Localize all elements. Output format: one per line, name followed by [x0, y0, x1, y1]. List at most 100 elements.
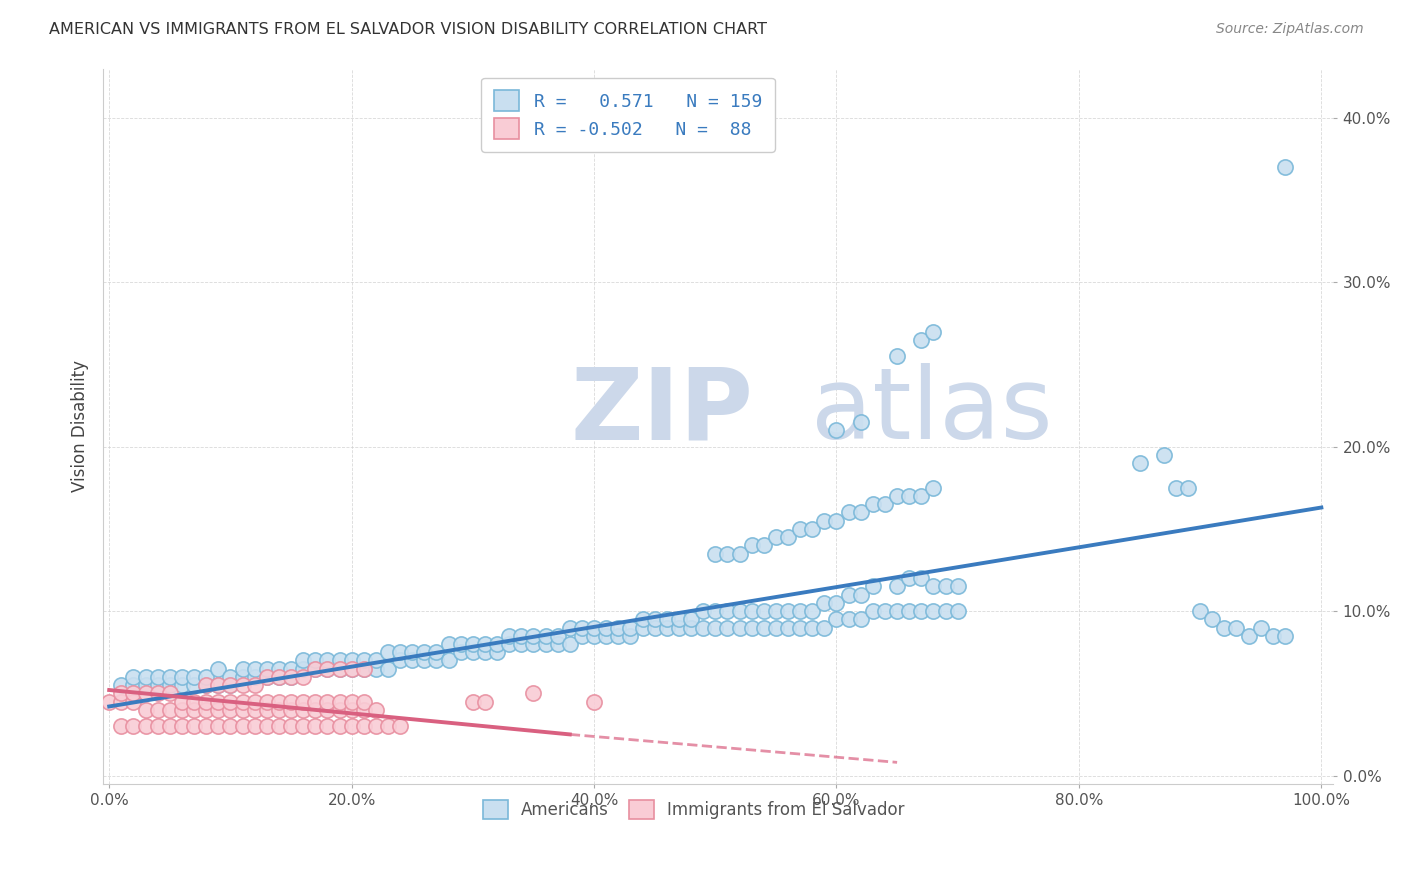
Point: [364, 719, 387, 733]
Point: [752, 604, 775, 618]
Point: [849, 505, 872, 519]
Point: [256, 719, 278, 733]
Point: [425, 645, 447, 659]
Point: [243, 662, 266, 676]
Point: [292, 653, 315, 667]
Point: [486, 637, 509, 651]
Point: [219, 703, 242, 717]
Point: [825, 612, 848, 626]
Point: [353, 653, 375, 667]
Point: [413, 653, 436, 667]
Point: [752, 538, 775, 552]
Point: [946, 579, 969, 593]
Point: [353, 662, 375, 676]
Point: [231, 662, 253, 676]
Point: [256, 662, 278, 676]
Point: [316, 694, 339, 708]
Point: [1201, 612, 1223, 626]
Point: [135, 670, 157, 684]
Point: [813, 514, 835, 528]
Point: [195, 678, 218, 692]
Point: [195, 670, 218, 684]
Y-axis label: Vision Disability: Vision Disability: [72, 360, 89, 492]
Point: [304, 662, 326, 676]
Point: [1274, 629, 1296, 643]
Point: [1250, 621, 1272, 635]
Point: [159, 686, 181, 700]
Point: [195, 719, 218, 733]
Point: [159, 678, 181, 692]
Point: [692, 604, 714, 618]
Point: [474, 645, 496, 659]
Point: [789, 522, 811, 536]
Point: [183, 719, 205, 733]
Point: [280, 670, 302, 684]
Point: [716, 547, 738, 561]
Text: AMERICAN VS IMMIGRANTS FROM EL SALVADOR VISION DISABILITY CORRELATION CHART: AMERICAN VS IMMIGRANTS FROM EL SALVADOR …: [49, 22, 768, 37]
Point: [280, 670, 302, 684]
Point: [340, 703, 363, 717]
Point: [243, 703, 266, 717]
Point: [558, 637, 581, 651]
Point: [1261, 629, 1284, 643]
Point: [219, 694, 242, 708]
Point: [280, 703, 302, 717]
Point: [364, 703, 387, 717]
Point: [1153, 448, 1175, 462]
Point: [728, 621, 751, 635]
Point: [898, 604, 921, 618]
Point: [146, 670, 169, 684]
Point: [340, 719, 363, 733]
Point: [135, 686, 157, 700]
Point: [267, 662, 290, 676]
Point: [813, 596, 835, 610]
Point: [389, 645, 412, 659]
Point: [316, 662, 339, 676]
Point: [704, 604, 727, 618]
Text: ZIP: ZIP: [571, 363, 754, 460]
Point: [486, 645, 509, 659]
Point: [510, 637, 533, 651]
Point: [910, 604, 932, 618]
Point: [849, 415, 872, 429]
Point: [728, 547, 751, 561]
Point: [935, 579, 957, 593]
Point: [1164, 481, 1187, 495]
Point: [547, 637, 569, 651]
Point: [437, 637, 460, 651]
Point: [340, 694, 363, 708]
Point: [849, 588, 872, 602]
Point: [1237, 629, 1260, 643]
Point: [534, 637, 557, 651]
Point: [595, 629, 617, 643]
Point: [183, 678, 205, 692]
Point: [873, 497, 896, 511]
Point: [110, 686, 132, 700]
Point: [170, 678, 193, 692]
Point: [801, 604, 824, 618]
Point: [534, 629, 557, 643]
Point: [267, 703, 290, 717]
Point: [207, 678, 229, 692]
Point: [935, 604, 957, 618]
Point: [316, 703, 339, 717]
Point: [765, 530, 787, 544]
Point: [280, 662, 302, 676]
Point: [304, 653, 326, 667]
Point: [922, 481, 945, 495]
Point: [583, 621, 606, 635]
Point: [159, 719, 181, 733]
Point: [910, 571, 932, 585]
Point: [461, 637, 484, 651]
Point: [886, 604, 908, 618]
Point: [644, 612, 666, 626]
Point: [583, 629, 606, 643]
Point: [231, 678, 253, 692]
Point: [825, 596, 848, 610]
Point: [825, 423, 848, 437]
Point: [450, 645, 472, 659]
Point: [801, 522, 824, 536]
Point: [183, 694, 205, 708]
Point: [219, 678, 242, 692]
Point: [207, 678, 229, 692]
